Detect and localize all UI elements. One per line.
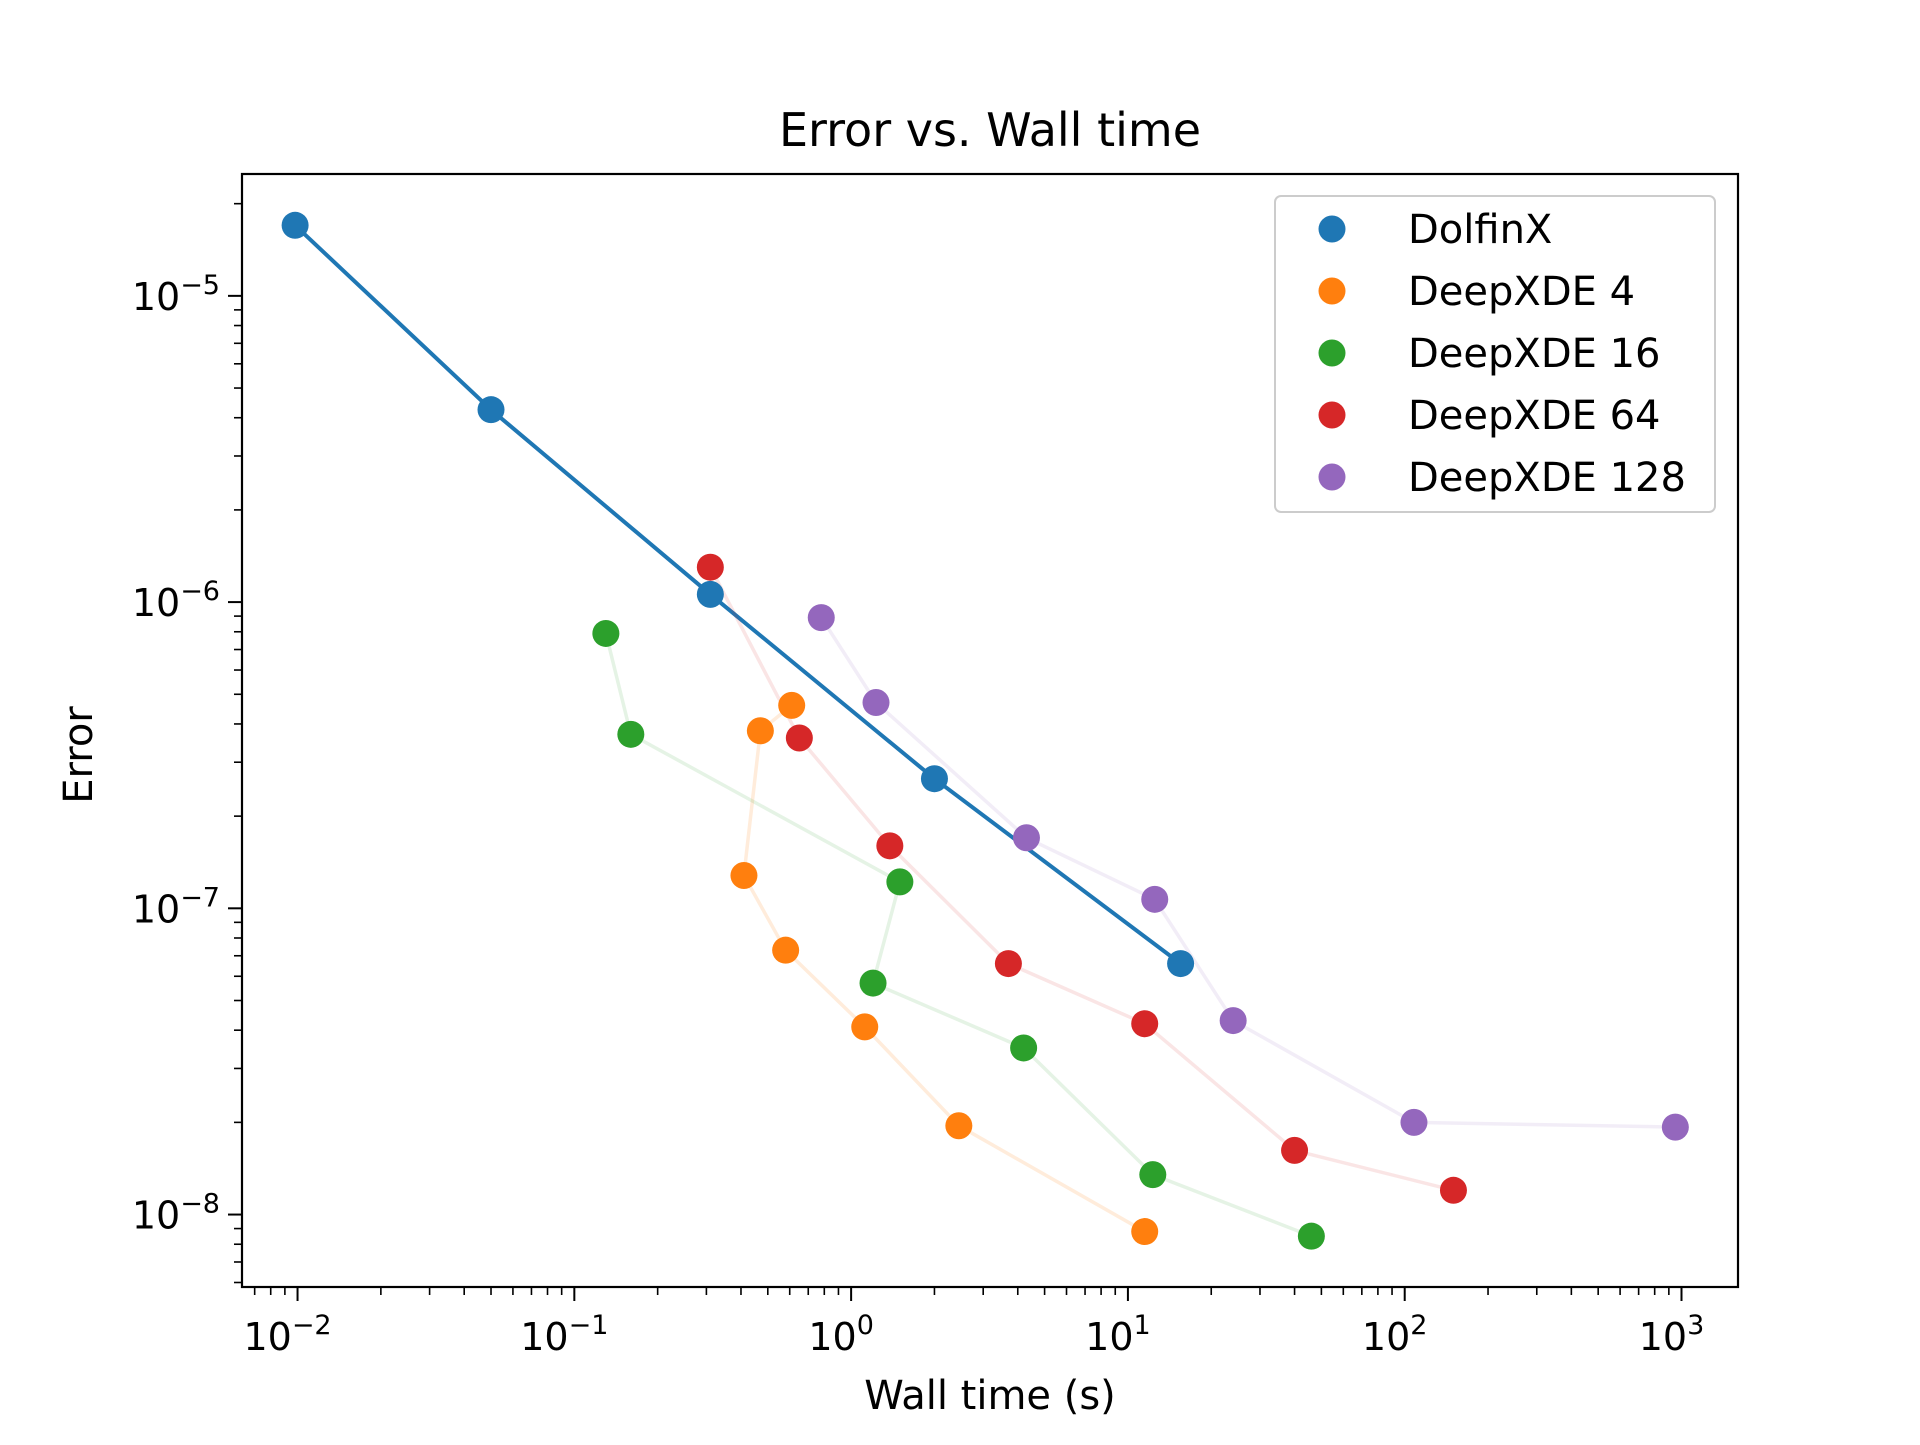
data-point-deepxde-4 (851, 1013, 879, 1041)
legend-marker (1318, 401, 1346, 429)
y-tick-label: 10−5 (132, 270, 220, 319)
data-point-deepxde-64 (1439, 1176, 1467, 1204)
chart-title: Error vs. Wall time (779, 103, 1201, 157)
y-axis-label: Error (56, 706, 102, 804)
data-point-deepxde-64 (785, 724, 813, 752)
data-point-deepxde-4 (730, 861, 758, 889)
y-tick-label: 10−6 (132, 576, 220, 625)
legend-marker (1318, 277, 1346, 305)
data-point-deepxde-16 (617, 720, 645, 748)
data-point-dolfinx (477, 396, 505, 424)
plot-frame (240, 172, 1740, 1289)
y-tick-exponent: −5 (180, 270, 220, 301)
x-tick-exponent: 2 (1410, 1310, 1427, 1341)
data-point-deepxde-128 (1141, 885, 1169, 913)
y-tick-exponent: −6 (180, 576, 220, 607)
data-point-deepxde-64 (1131, 1010, 1159, 1038)
y-tick-base: 10 (132, 275, 180, 319)
data-point-deepxde-16 (1139, 1161, 1167, 1189)
y-tick-base: 10 (132, 1194, 180, 1238)
y-tick-base: 10 (132, 581, 180, 625)
data-point-deepxde-16 (1297, 1222, 1325, 1250)
data-point-deepxde-4 (1131, 1218, 1159, 1246)
data-point-deepxde-4 (772, 936, 800, 964)
legend-label: DeepXDE 128 (1408, 455, 1686, 501)
data-point-deepxde-64 (1281, 1136, 1309, 1164)
legend-label: DolfinX (1408, 207, 1552, 253)
series-points (281, 211, 1689, 1250)
data-point-deepxde-128 (1012, 824, 1040, 852)
data-point-dolfinx (1167, 950, 1195, 978)
data-point-deepxde-16 (1010, 1034, 1038, 1062)
data-point-deepxde-16 (859, 969, 887, 997)
y-tick-exponent: −7 (180, 882, 220, 913)
data-point-dolfinx (696, 580, 724, 608)
y-tick-label: 10−8 (132, 1189, 220, 1238)
y-tick-exponent: −8 (180, 1189, 220, 1220)
x-tick-exponent: 3 (1687, 1310, 1704, 1341)
legend-box (1274, 195, 1716, 513)
data-point-deepxde-64 (876, 832, 904, 860)
data-point-deepxde-4 (945, 1112, 973, 1140)
x-tick-exponent: 1 (1134, 1310, 1151, 1341)
data-point-deepxde-4 (746, 717, 774, 745)
x-tick-exponent: 0 (857, 1310, 874, 1341)
data-point-deepxde-128 (1661, 1113, 1689, 1141)
y-tick-base: 10 (132, 887, 180, 931)
data-point-deepxde-16 (886, 868, 914, 896)
data-point-deepxde-128 (1219, 1007, 1247, 1035)
legend-label: DeepXDE 16 (1408, 331, 1661, 377)
legend: DolfinX DeepXDE 4 DeepXDE 16 DeepXDE 64 Deep… (1274, 195, 1716, 513)
x-tick-exponent: −1 (569, 1310, 609, 1341)
data-point-deepxde-64 (994, 950, 1022, 978)
legend-marker (1318, 215, 1346, 243)
data-point-deepxde-128 (862, 689, 890, 717)
legend-marker (1318, 463, 1346, 491)
data-point-deepxde-128 (1400, 1108, 1428, 1136)
x-axis-label: Wall time (s) (864, 1373, 1116, 1419)
data-point-dolfinx (281, 211, 309, 239)
data-point-deepxde-128 (807, 604, 835, 632)
data-point-deepxde-4 (778, 691, 806, 719)
y-tick-label: 10−7 (132, 882, 220, 931)
data-point-dolfinx (920, 765, 948, 793)
data-point-deepxde-16 (592, 619, 620, 647)
data-point-deepxde-64 (696, 553, 724, 581)
legend-label: DeepXDE 64 (1408, 393, 1661, 439)
legend-marker (1318, 339, 1346, 367)
legend-label: DeepXDE 4 (1408, 269, 1635, 315)
x-tick-exponent: −2 (292, 1310, 332, 1341)
